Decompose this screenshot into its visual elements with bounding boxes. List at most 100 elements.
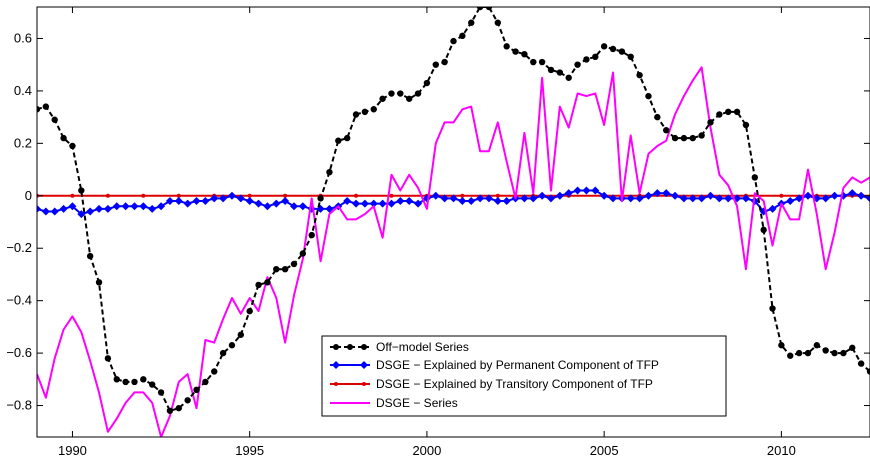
off-model-series-point	[671, 134, 679, 142]
off-model-series-point	[113, 376, 120, 383]
off-model-series-point	[476, 7, 484, 11]
permanent-tfp-series-point	[360, 199, 369, 208]
permanent-tfp-series-point	[139, 202, 148, 211]
off-model-series-point	[432, 61, 439, 68]
permanent-tfp-series-point	[786, 197, 795, 206]
off-model-series-point	[299, 250, 307, 257]
off-model-series-point	[60, 134, 67, 142]
off-model-series-point	[273, 265, 280, 273]
permanent-tfp-series-point	[679, 194, 688, 203]
off-model-series-point	[255, 281, 262, 289]
off-model-series-point	[317, 195, 324, 202]
off-model-series-point	[131, 378, 138, 386]
legend-label-off-model: Off−model Series	[376, 340, 469, 354]
permanent-tfp-series-point	[697, 194, 706, 203]
permanent-tfp-series-point	[352, 199, 361, 208]
off-model-series-point	[592, 53, 599, 61]
permanent-tfp-series-point	[103, 204, 112, 213]
legend-marker-off-model	[361, 344, 367, 350]
permanent-tfp-series-point	[715, 194, 724, 203]
off-model-series-point	[645, 92, 652, 100]
y-tick-label: 0.4	[14, 83, 32, 98]
permanent-tfp-series-point	[201, 197, 210, 206]
off-model-series-point	[450, 37, 457, 45]
off-model-series-point	[547, 66, 555, 74]
permanent-tfp-series-point	[795, 194, 804, 203]
off-model-series-point	[760, 226, 767, 234]
off-model-series-point	[742, 121, 750, 129]
off-model-series-point	[414, 90, 422, 97]
off-model-series-point	[42, 103, 50, 110]
permanent-tfp-series-point	[653, 189, 662, 198]
permanent-tfp-series-point	[37, 204, 41, 213]
permanent-tfp-series-point	[50, 207, 59, 216]
off-model-series-point	[166, 407, 174, 414]
permanent-tfp-series-point	[245, 197, 254, 206]
permanent-tfp-series-point	[414, 199, 423, 208]
off-model-series-point	[86, 252, 94, 260]
legend-label-permanent: DSGE − Explained by Permanent Component …	[376, 358, 659, 372]
off-model-series-point	[636, 71, 643, 79]
off-model-series-point	[122, 378, 129, 386]
y-tick-label: −0.6	[6, 345, 32, 360]
off-model-series-point	[618, 48, 626, 55]
legend-marker-permanent	[360, 361, 368, 369]
permanent-tfp-series-point	[210, 194, 219, 203]
x-tick-label: 2000	[412, 443, 441, 458]
permanent-tfp-series-point	[671, 191, 680, 200]
off-model-series-point	[565, 74, 572, 81]
off-model-series-point	[468, 19, 475, 26]
permanent-tfp-series-point	[378, 199, 387, 208]
legend-entry-permanent: DSGE − Explained by Permanent Component …	[330, 358, 659, 372]
transitory-tfp-series-point	[176, 193, 181, 198]
off-model-series-point	[866, 368, 870, 375]
transitory-tfp-series-point	[354, 193, 359, 198]
off-model-series-point	[769, 305, 776, 312]
off-model-series-point	[405, 95, 413, 102]
legend-entry-off-model: Off−model Series	[330, 340, 469, 354]
permanent-tfp-series-point	[263, 202, 272, 211]
off-model-series-point	[795, 349, 803, 357]
off-model-series-line	[37, 7, 870, 412]
off-model-series-point	[654, 113, 661, 121]
legend-box	[321, 335, 727, 417]
off-model-series-point	[689, 134, 696, 142]
permanent-tfp-series-point	[298, 202, 307, 211]
series-layer	[37, 7, 870, 437]
legend-entry-dsge-series: DSGE − Series	[330, 396, 458, 410]
permanent-tfp-series-point	[467, 197, 476, 206]
permanent-tfp-series-point	[112, 202, 121, 211]
permanent-tfp-series-point	[289, 202, 298, 211]
permanent-tfp-series-point	[254, 199, 263, 208]
off-model-series-point	[370, 106, 377, 113]
permanent-tfp-series-point	[502, 197, 511, 206]
permanent-tfp-series-point	[130, 202, 139, 211]
off-model-series-point	[157, 389, 165, 396]
transitory-tfp-series-point	[141, 193, 146, 198]
off-model-series-point	[37, 106, 41, 113]
permanent-tfp-series-point	[369, 199, 378, 208]
permanent-tfp-series-point	[148, 204, 157, 213]
off-model-series-point	[246, 307, 253, 315]
y-tick-label: 0	[25, 188, 32, 203]
permanent-tfp-series-point	[644, 191, 653, 200]
off-model-series-point	[237, 331, 245, 338]
permanent-tfp-series-point	[768, 204, 777, 213]
permanent-tfp-series-point	[59, 204, 68, 213]
transitory-tfp-series-point	[495, 193, 500, 198]
permanent-tfp-series-point	[157, 202, 166, 211]
permanent-tfp-series-point	[662, 189, 671, 198]
off-model-series-point	[494, 19, 502, 26]
permanent-tfp-series-point	[325, 204, 334, 213]
legend-entry-transitory: DSGE − Explained by Transitory Component…	[330, 377, 653, 391]
legend-label-transitory: DSGE − Explained by Transitory Component…	[376, 377, 653, 391]
off-model-series-point	[78, 187, 85, 194]
permanent-tfp-series-point	[600, 191, 609, 200]
permanent-tfp-series-point	[458, 197, 467, 206]
off-model-series-point	[680, 134, 688, 142]
permanent-tfp-series-point	[591, 186, 600, 195]
off-model-series-point	[441, 58, 448, 66]
legend-marker-permanent	[332, 361, 340, 369]
off-model-series-point	[423, 79, 431, 87]
